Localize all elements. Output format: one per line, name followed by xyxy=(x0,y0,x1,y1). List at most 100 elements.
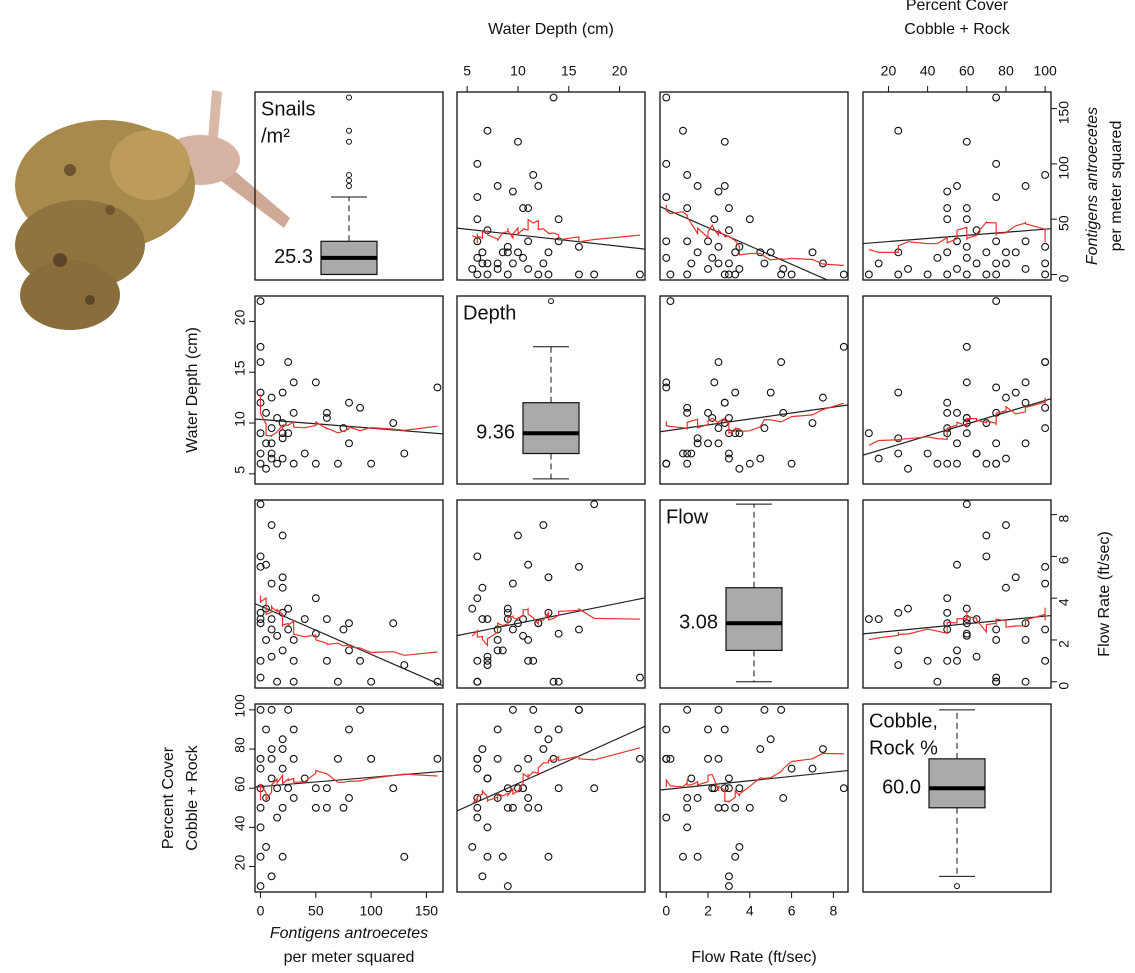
point xyxy=(895,127,902,134)
point xyxy=(983,532,990,539)
panel-frame xyxy=(660,704,848,892)
point xyxy=(637,674,644,681)
x-tick-label: 100 xyxy=(359,903,383,919)
y-tick-label: 0 xyxy=(1056,274,1072,282)
panel-frame xyxy=(457,92,645,280)
panel-frame xyxy=(863,500,1051,688)
y-tick-label: 100 xyxy=(1056,156,1072,180)
y-tick-label: 50 xyxy=(1056,215,1072,231)
point xyxy=(279,435,286,442)
point xyxy=(401,853,408,860)
point xyxy=(469,605,476,612)
y-tick-label: 4 xyxy=(1056,598,1072,606)
point xyxy=(279,455,286,462)
point xyxy=(963,138,970,145)
point xyxy=(963,343,970,350)
point xyxy=(525,637,532,644)
point xyxy=(555,785,562,792)
point xyxy=(1042,425,1049,432)
point xyxy=(905,605,912,612)
outlier xyxy=(549,299,554,304)
panel-frame xyxy=(660,92,848,280)
point xyxy=(268,873,275,880)
point xyxy=(268,626,275,633)
x-tick-label: 8 xyxy=(829,903,837,919)
point xyxy=(323,415,330,422)
point xyxy=(263,409,270,416)
panel-frame xyxy=(255,296,443,484)
point xyxy=(535,726,542,733)
diag-label: Flow xyxy=(666,506,709,528)
point xyxy=(663,755,670,762)
point xyxy=(268,616,275,623)
point xyxy=(715,260,722,267)
point xyxy=(346,440,353,447)
point xyxy=(715,440,722,447)
point xyxy=(494,755,501,762)
point xyxy=(944,271,951,278)
point xyxy=(357,706,364,713)
point xyxy=(924,271,931,278)
diag-label: Cobble, xyxy=(869,710,938,732)
point xyxy=(257,706,264,713)
point xyxy=(1003,249,1010,256)
point xyxy=(1042,271,1049,278)
x-tick-label: 50 xyxy=(308,903,324,919)
point xyxy=(479,260,486,267)
point xyxy=(875,455,882,462)
point xyxy=(474,194,481,201)
point xyxy=(346,726,353,733)
point xyxy=(684,706,691,713)
point xyxy=(667,298,674,305)
point xyxy=(591,271,598,278)
point xyxy=(515,249,522,256)
panel xyxy=(660,706,848,889)
point xyxy=(474,160,481,167)
point xyxy=(944,595,951,602)
point xyxy=(1042,580,1049,587)
point xyxy=(268,653,275,660)
point xyxy=(474,271,481,278)
point xyxy=(895,609,902,616)
x-axis-label: Fontigens antroecetes xyxy=(270,925,428,942)
point xyxy=(301,775,308,782)
panel xyxy=(660,94,848,289)
point xyxy=(263,465,270,472)
point xyxy=(290,379,297,386)
point xyxy=(684,205,691,212)
point xyxy=(705,755,712,762)
point xyxy=(504,883,511,890)
x-tick-label: 2 xyxy=(704,903,712,919)
point xyxy=(767,736,774,743)
panel xyxy=(726,504,782,682)
point xyxy=(684,172,691,179)
fit-line xyxy=(660,405,848,432)
point xyxy=(809,249,816,256)
point xyxy=(515,138,522,145)
mean-label: 3.08 xyxy=(679,612,718,634)
point xyxy=(474,755,481,762)
point xyxy=(963,430,970,437)
point xyxy=(274,460,281,467)
point xyxy=(973,260,980,267)
point xyxy=(520,254,527,261)
outlier xyxy=(347,139,352,144)
point xyxy=(274,678,281,685)
point xyxy=(715,188,722,195)
point xyxy=(257,853,264,860)
point xyxy=(494,183,501,190)
point xyxy=(684,404,691,411)
point xyxy=(963,501,970,508)
point xyxy=(474,553,481,560)
point xyxy=(525,804,532,811)
point xyxy=(726,205,733,212)
x-axis-label: per meter squared xyxy=(284,949,415,966)
point xyxy=(509,580,516,587)
point xyxy=(509,706,516,713)
point xyxy=(732,389,739,396)
y-axis-label: Cobble + Rock xyxy=(184,744,201,850)
point xyxy=(954,266,961,273)
point xyxy=(1022,379,1029,386)
point xyxy=(721,726,728,733)
point xyxy=(474,814,481,821)
